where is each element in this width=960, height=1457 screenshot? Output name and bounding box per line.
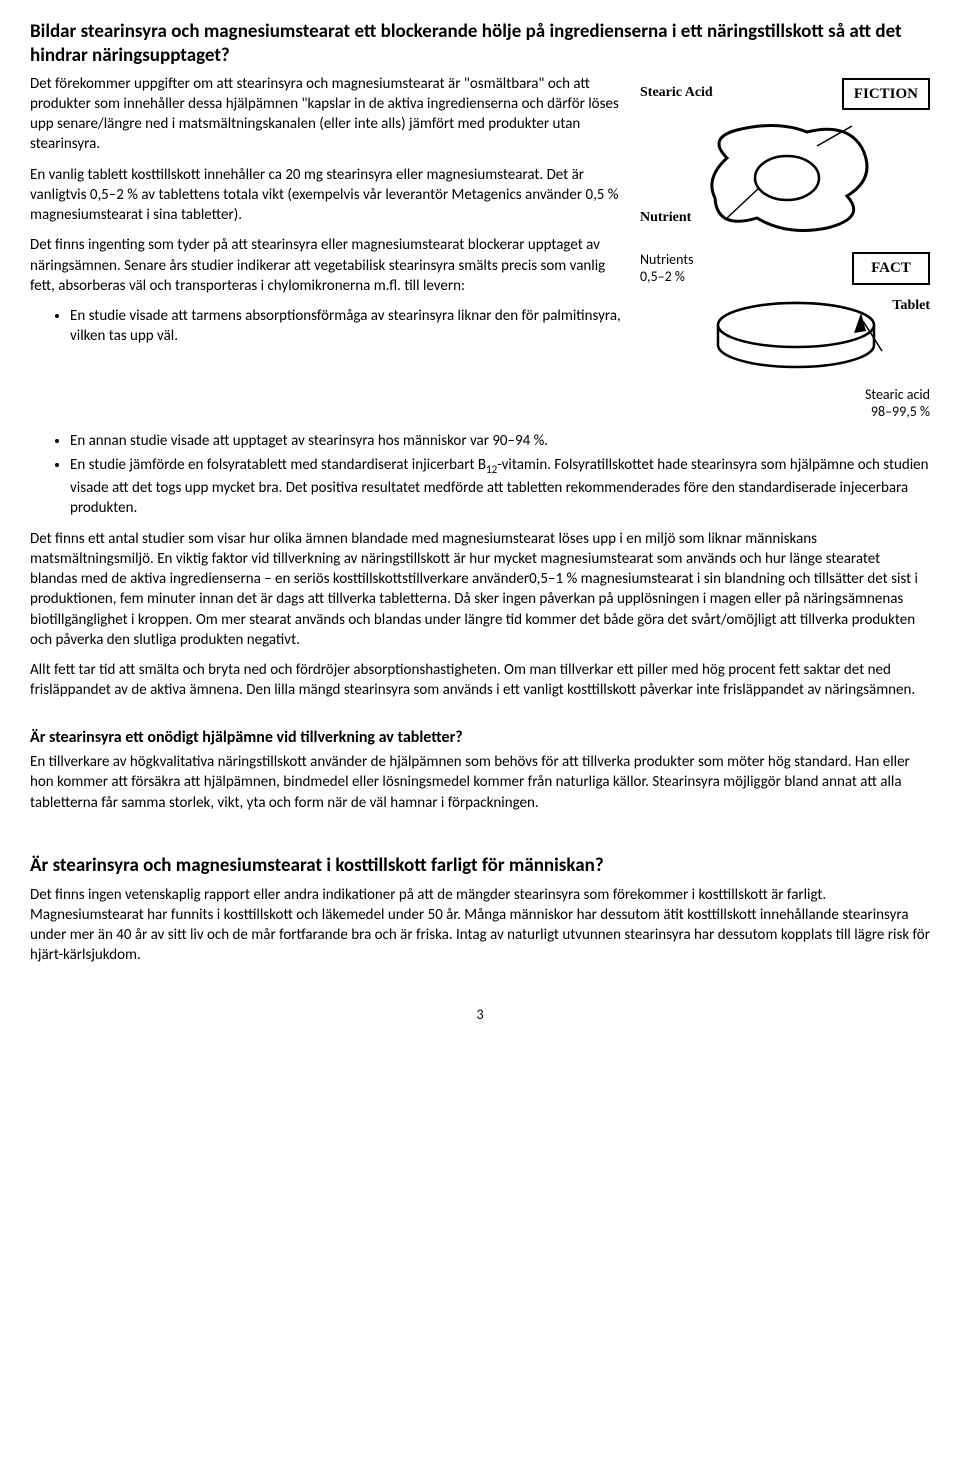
stearic-percent: 98–99,5 % <box>640 404 930 421</box>
paragraph-3: Det finns ingenting som tyder på att ste… <box>30 235 626 296</box>
fiction-box: FICTION <box>842 78 930 110</box>
question-1: Är stearinsyra ett onödigt hjälpämne vid… <box>30 727 930 749</box>
bullet-3: En studie jämförde en folsyratablett med… <box>70 455 930 518</box>
page-number: 3 <box>30 1006 930 1025</box>
bullet-list-cont: En annan studie visade att upptaget av s… <box>30 431 930 519</box>
fact-box: FACT <box>852 252 930 284</box>
bullet-list: En studie visade att tarmens absorptions… <box>30 306 626 347</box>
text-column: Det förekommer uppgifter om att stearins… <box>30 74 626 421</box>
bullet-2: En annan studie visade att upptaget av s… <box>70 431 930 451</box>
paragraph-2: En vanlig tablett kosttillskott innehåll… <box>30 165 626 226</box>
paragraph-1: Det förekommer uppgifter om att stearins… <box>30 74 626 155</box>
figure-column: Stearic Acid FICTION Nutrient Nutrients … <box>640 74 930 421</box>
stearic-acid-label: Stearic Acid <box>640 84 713 103</box>
paragraph-7: Det finns ingen vetenskaplig rapport ell… <box>30 885 930 966</box>
stearic-annotation: Stearic acid 98–99,5 % <box>640 387 930 421</box>
blob-shape-icon <box>697 118 877 238</box>
fiction-header: Stearic Acid FICTION <box>640 78 930 110</box>
fact-header: Nutrients 0,5–2 % FACT <box>640 252 930 286</box>
question-2: Är stearinsyra och magnesiumstearat i ko… <box>30 853 930 879</box>
nutrients-label: Nutrients <box>640 252 694 269</box>
page-title: Bildar stearinsyra och magnesiumstearat … <box>30 20 930 68</box>
fact-diagram: Tablet <box>640 293 930 383</box>
content-row: Det förekommer uppgifter om att stearins… <box>30 74 930 421</box>
fiction-diagram: Nutrient <box>640 118 930 238</box>
bullet-3a: En studie jämförde en folsyratablett med… <box>70 456 486 474</box>
tablet-shape-icon <box>706 293 886 383</box>
stearic-acid-label-2: Stearic acid <box>640 387 930 404</box>
bullet-1: En studie visade att tarmens absorptions… <box>70 306 626 347</box>
paragraph-5: Allt fett tar tid att smälta och bryta n… <box>30 660 930 701</box>
b12-sub: 12 <box>486 463 497 476</box>
nutrient-label: Nutrient <box>640 209 691 228</box>
paragraph-6: En tillverkare av högkvalitativa närings… <box>30 752 930 813</box>
tablet-label: Tablet <box>892 297 930 316</box>
nutrients-annotation: Nutrients 0,5–2 % <box>640 252 694 286</box>
paragraph-4: Det finns ett antal studier som visar hu… <box>30 529 930 651</box>
nutrients-percent: 0,5–2 % <box>640 269 694 286</box>
